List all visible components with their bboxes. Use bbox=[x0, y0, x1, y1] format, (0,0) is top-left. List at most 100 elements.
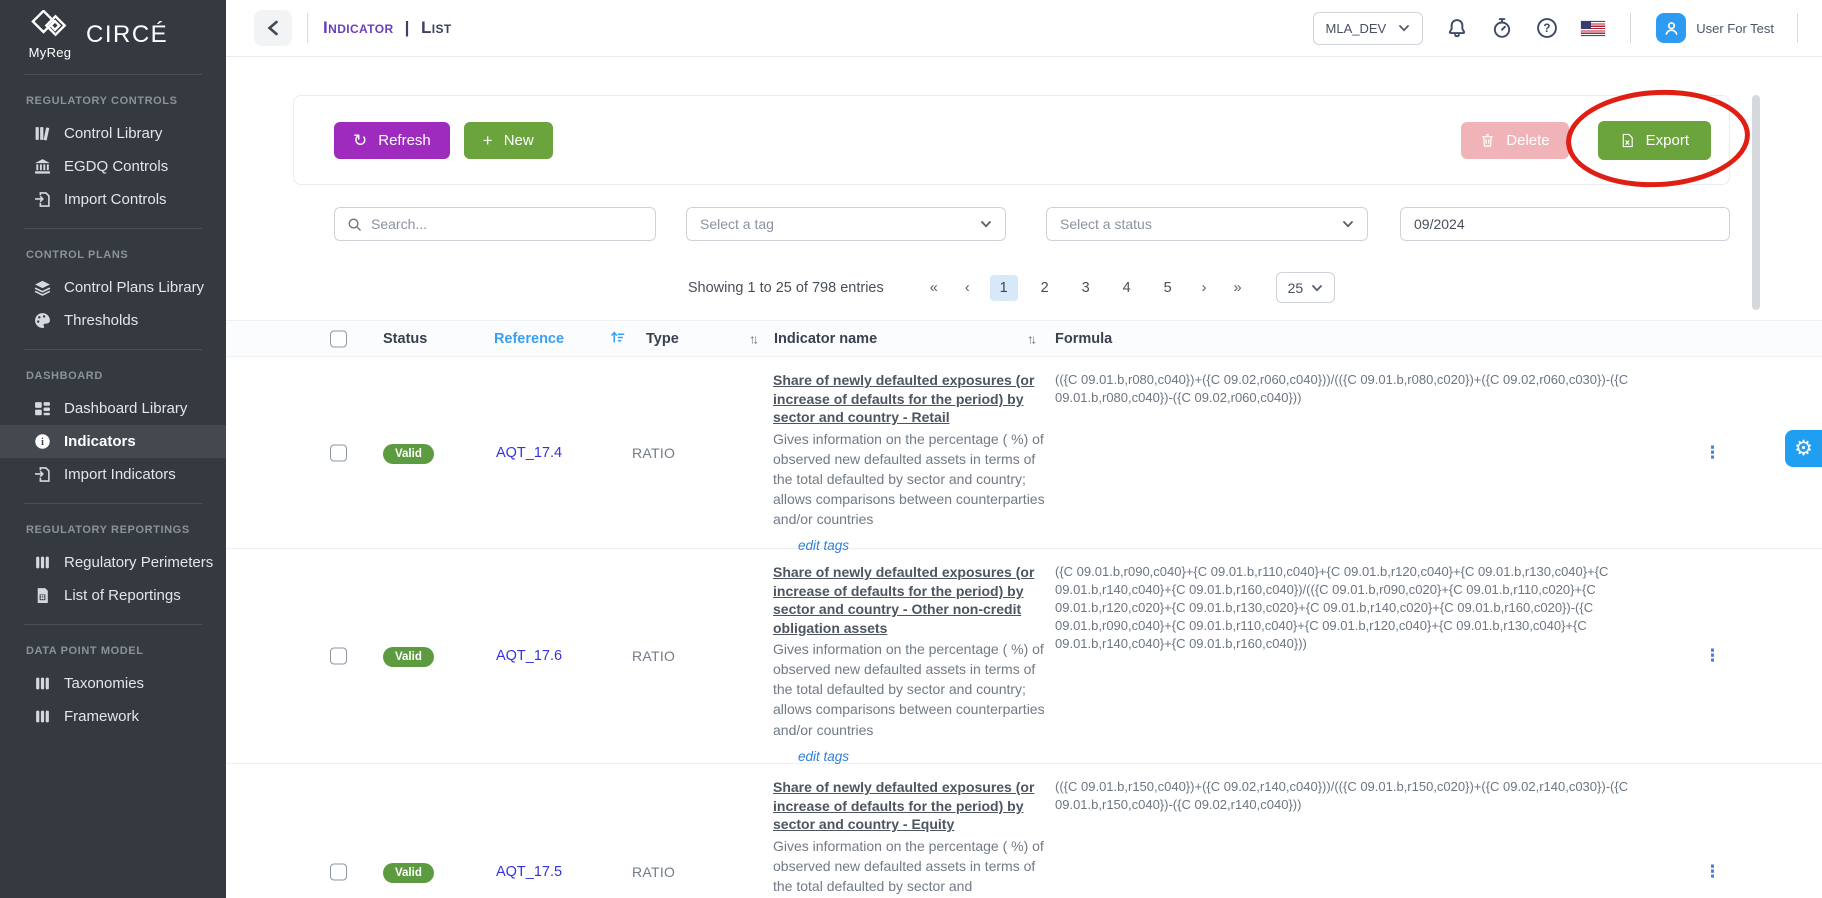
sidebar-item-import-indicators[interactable]: Import Indicators bbox=[0, 458, 226, 491]
timer-button[interactable] bbox=[1491, 17, 1513, 39]
reference-link[interactable]: AQT_17.6 bbox=[495, 648, 563, 664]
myreg-diamonds-logo-icon bbox=[31, 10, 67, 37]
chart-bars-icon bbox=[36, 677, 49, 690]
page-button-2[interactable]: 2 bbox=[1040, 279, 1049, 296]
sidebar-item-import-controls[interactable]: Import Controls bbox=[0, 183, 226, 216]
help-button[interactable]: ? bbox=[1536, 17, 1558, 39]
sidebar-item-egdq-controls[interactable]: EGDQ Controls bbox=[0, 150, 226, 183]
new-button[interactable]: + New bbox=[463, 121, 553, 159]
page-button-1[interactable]: 1 bbox=[989, 274, 1018, 301]
table-row: Valid AQT_17.6 RATIO Share of newly defa… bbox=[226, 549, 1822, 764]
settings-flyout-button[interactable]: ⚙ bbox=[1785, 430, 1822, 467]
product-name: CIRCÉ bbox=[86, 21, 169, 48]
scrollbar-thumb[interactable] bbox=[1752, 95, 1760, 310]
column-header-formula[interactable]: Formula bbox=[1055, 330, 1113, 347]
chart-bars-icon bbox=[36, 556, 49, 569]
user-icon bbox=[1665, 21, 1678, 35]
question-circle-icon: ? bbox=[1537, 18, 1558, 38]
notifications-button[interactable] bbox=[1446, 17, 1468, 39]
chart-bars-icon bbox=[36, 710, 49, 723]
indicator-name-link[interactable]: Share of newly defaulted exposures (or i… bbox=[773, 564, 1035, 636]
pagination: Showing 1 to 25 of 798 entries « ‹ 1 2 3… bbox=[293, 272, 1730, 303]
row-checkbox[interactable] bbox=[330, 647, 347, 665]
formula-cell: (({C 09.01.b,r080,c040})+({C 09.02,r060,… bbox=[1055, 372, 1629, 405]
back-button[interactable] bbox=[254, 10, 292, 46]
sort-ascending-icon[interactable] bbox=[610, 329, 625, 348]
reference-link[interactable]: AQT_17.5 bbox=[495, 863, 563, 880]
page-button-4[interactable]: 4 bbox=[1122, 279, 1131, 296]
column-header-status[interactable]: Status bbox=[383, 330, 428, 347]
sidebar-item-list-of-reportings[interactable]: List of Reportings bbox=[0, 579, 226, 612]
sidebar-item-control-library[interactable]: Control Library bbox=[0, 117, 226, 150]
sidebar-item-framework[interactable]: Framework bbox=[0, 700, 226, 733]
trash-icon bbox=[1482, 133, 1493, 147]
chevron-left-icon bbox=[267, 20, 278, 36]
palette-icon bbox=[35, 313, 50, 328]
page-button-5[interactable]: 5 bbox=[1163, 279, 1172, 296]
delete-button[interactable]: Delete bbox=[1461, 121, 1569, 159]
sidebar-item-taxonomies[interactable]: Taxonomies bbox=[0, 667, 226, 700]
sort-icon[interactable]: ↑↓ bbox=[1027, 331, 1037, 346]
indicator-name-cell: Share of newly defaulted exposures (or i… bbox=[773, 371, 1053, 555]
sidebar-section-dashboard: DASHBOARD Dashboard Library i Indicators… bbox=[0, 350, 226, 495]
period-input-wrapper bbox=[1400, 207, 1730, 241]
prev-page-button[interactable]: ‹ bbox=[964, 279, 970, 296]
indicator-name-link[interactable]: Share of newly defaulted exposures (or i… bbox=[773, 779, 1035, 833]
environment-select[interactable]: MLA_DEV bbox=[1312, 11, 1424, 45]
svg-text:?: ? bbox=[1544, 22, 1551, 35]
row-actions-kebab-icon[interactable]: ⋮ bbox=[1704, 646, 1721, 665]
sidebar-item-dashboard-library[interactable]: Dashboard Library bbox=[0, 392, 226, 425]
sidebar-item-label: List of Reportings bbox=[64, 587, 181, 604]
excel-file-icon bbox=[1622, 133, 1633, 147]
next-page-button[interactable]: › bbox=[1201, 279, 1207, 296]
reference-link[interactable]: AQT_17.4 bbox=[495, 444, 563, 461]
refresh-button[interactable]: ↻ Refresh bbox=[334, 121, 450, 159]
column-header-indicator-name[interactable]: Indicator name bbox=[774, 330, 878, 347]
sidebar-item-thresholds[interactable]: Thresholds bbox=[0, 304, 226, 337]
indicator-name-link[interactable]: Share of newly defaulted exposures (or i… bbox=[773, 372, 1035, 426]
status-cell: Valid bbox=[383, 647, 434, 667]
brand-logo[interactable]: MyReg CIRCÉ bbox=[0, 0, 226, 66]
row-checkbox[interactable] bbox=[330, 444, 347, 461]
sidebar-item-indicators[interactable]: i Indicators bbox=[0, 425, 226, 458]
indicator-description: Gives information on the percentage ( %)… bbox=[773, 641, 1045, 738]
column-header-type[interactable]: Type bbox=[646, 330, 679, 347]
chevron-down-icon bbox=[1312, 284, 1323, 292]
sidebar-section-data-point-model: DATA POINT MODEL Taxonomies Framework bbox=[0, 625, 226, 737]
edit-tags-link[interactable]: edit tags bbox=[798, 748, 850, 764]
sidebar-item-label: Import Indicators bbox=[64, 466, 176, 483]
select-all-checkbox[interactable] bbox=[330, 330, 347, 347]
tag-select[interactable]: Select a tag bbox=[686, 207, 1006, 241]
sidebar-item-label: Regulatory Perimeters bbox=[64, 554, 214, 571]
row-checkbox[interactable] bbox=[330, 863, 347, 880]
user-menu[interactable]: User For Test bbox=[1656, 13, 1774, 43]
file-import-icon bbox=[35, 192, 50, 207]
sidebar-section-regulatory-reportings: REGULATORY REPORTINGS Regulatory Perimet… bbox=[0, 504, 226, 616]
row-actions-kebab-icon[interactable]: ⋮ bbox=[1704, 861, 1721, 881]
section-title: DATA POINT MODEL bbox=[26, 645, 144, 657]
edit-tags-link[interactable]: edit tags bbox=[798, 537, 850, 553]
sidebar-item-control-plans-library[interactable]: Control Plans Library bbox=[0, 271, 226, 304]
us-flag-icon[interactable] bbox=[1581, 20, 1606, 36]
export-button[interactable]: Export bbox=[1597, 120, 1711, 160]
period-input[interactable] bbox=[1414, 216, 1716, 232]
status-select[interactable]: Select a status bbox=[1046, 207, 1368, 241]
grid-icon bbox=[35, 402, 50, 416]
page-size-select[interactable]: 25 bbox=[1275, 272, 1336, 303]
status-cell: Valid bbox=[383, 862, 434, 883]
row-actions-kebab-icon[interactable]: ⋮ bbox=[1704, 442, 1721, 462]
sidebar-item-regulatory-perimeters[interactable]: Regulatory Perimeters bbox=[0, 546, 226, 579]
search-input[interactable] bbox=[371, 216, 643, 232]
page-button-3[interactable]: 3 bbox=[1081, 279, 1090, 296]
last-page-button[interactable]: » bbox=[1233, 279, 1242, 296]
sort-icon[interactable]: ↑↓ bbox=[749, 331, 759, 346]
search-icon bbox=[348, 218, 361, 231]
info-circle-icon: i bbox=[35, 434, 50, 449]
column-header-reference[interactable]: Reference bbox=[493, 330, 565, 347]
first-page-button[interactable]: « bbox=[929, 279, 938, 296]
sidebar-divider bbox=[24, 503, 202, 504]
breadcrumb: Indicator | List bbox=[323, 18, 452, 38]
table-header: Status Reference Type ↑↓ Indicator name … bbox=[226, 320, 1822, 357]
type-cell: RATIO bbox=[632, 648, 676, 664]
sidebar-divider bbox=[24, 74, 202, 75]
